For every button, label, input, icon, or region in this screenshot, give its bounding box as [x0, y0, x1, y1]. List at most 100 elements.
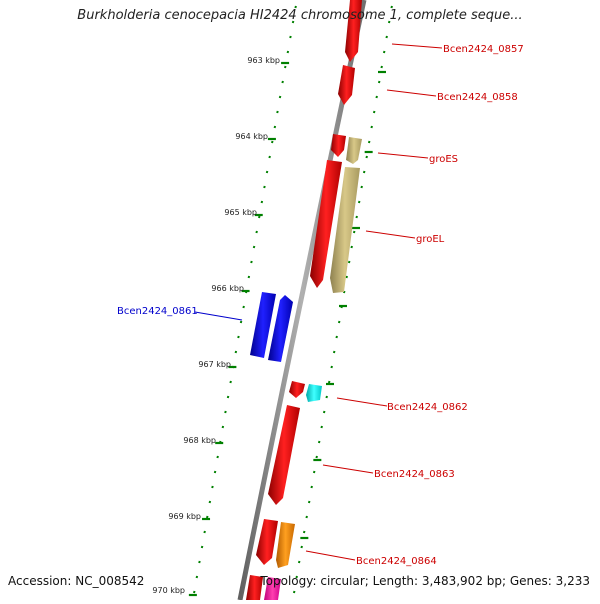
ruler-dot: [362, 170, 366, 174]
leader-bcen2424-0864: [305, 550, 356, 561]
tick-label: 966 kbp: [211, 284, 244, 293]
ruler-dot: [211, 485, 214, 489]
ruler-dot: [291, 20, 295, 24]
ruler-dot: [357, 200, 361, 204]
gene-arrow-red-groel-pair[interactable]: [310, 160, 342, 288]
ruler-dot: [317, 440, 321, 444]
accession-text: Accession: NC_008542: [8, 574, 145, 588]
ruler-dot: [268, 155, 271, 159]
ruler-dot: [320, 425, 323, 429]
ruler-dot: [242, 305, 245, 309]
gene-label[interactable]: Bcen2424_0864: [356, 556, 437, 567]
gene-arrow-red-bottom[interactable]: [246, 575, 263, 600]
gene-arrow-bcen2424-0858[interactable]: [338, 65, 355, 105]
ruler-dot: [224, 410, 227, 414]
ruler-dot: [234, 350, 238, 354]
leader-groes: [377, 152, 429, 159]
ruler-dot: [208, 500, 212, 504]
map-title: Burkholderia cenocepacia HI2424 chromoso…: [77, 8, 523, 23]
gene-arrow-bcen2424-0857[interactable]: [345, 0, 362, 62]
ruler-ticks: [188, 61, 386, 597]
gene-arrow-bcen2424-0862[interactable]: [306, 384, 322, 402]
gene-label[interactable]: Bcen2424_0861: [117, 306, 198, 317]
ruler-dot: [295, 575, 298, 579]
ruler-dot: [216, 455, 219, 459]
ruler-dot: [312, 470, 316, 474]
gene-label[interactable]: Bcen2424_0862: [387, 402, 468, 413]
tick-label: 963 kbp: [247, 56, 280, 65]
ruler-dot: [367, 140, 371, 144]
ruler-dot: [300, 545, 303, 549]
tick-label: 968 kbp: [183, 436, 216, 445]
gene-label[interactable]: Bcen2424_0863: [374, 469, 455, 480]
ruler-dot: [330, 365, 333, 369]
ruler-dot: [278, 95, 282, 99]
gene-arrow-groel[interactable]: [330, 167, 360, 293]
tick-label: 967 kbp: [198, 360, 231, 369]
ruler-dot: [258, 215, 261, 219]
ruler-dot: [281, 80, 284, 84]
leader-bcen2424-0858: [386, 89, 437, 97]
ruler-dot: [226, 395, 230, 399]
ruler-dot: [345, 275, 348, 279]
ruler-dot: [322, 410, 326, 414]
gene-label[interactable]: groEL: [416, 234, 445, 245]
leader-bcen2424-0857: [391, 43, 443, 49]
gene-arrow-pink-bottom[interactable]: [264, 577, 281, 600]
ruler-dot: [276, 110, 279, 114]
ruler-dot: [206, 515, 209, 519]
gene-arrow-bcen2424-0861-b[interactable]: [268, 295, 293, 362]
ruler-dot: [370, 125, 373, 129]
gene-arrow-groes[interactable]: [346, 137, 362, 164]
leader-bcen2424-0863: [322, 464, 374, 474]
ruler-dot: [385, 35, 388, 39]
gene-arrow-bcen2424-0857-partial[interactable]: [331, 134, 346, 157]
ruler-dot: [347, 260, 351, 264]
gene-label[interactable]: Bcen2424_0858: [437, 92, 518, 103]
ruler-dot: [337, 320, 341, 324]
ruler-dot: [273, 125, 277, 129]
ruler-dot: [390, 5, 393, 9]
ruler-dot: [213, 470, 217, 474]
genome-info-text: Topology: circular; Length: 3,483,902 bp…: [260, 574, 590, 588]
leader-bcen2424-0862: [336, 397, 388, 407]
ruler-track: [193, 5, 393, 594]
ruler-dot: [200, 545, 204, 549]
ruler-dot: [335, 335, 338, 339]
ruler-dot: [284, 65, 287, 69]
gene-label[interactable]: groES: [429, 154, 458, 165]
ruler-dot: [350, 245, 353, 249]
leader-bcen2424-0861: [194, 311, 243, 321]
ruler-dot: [221, 425, 225, 429]
ruler-dot: [292, 590, 296, 594]
tick-labels: 963 kbp 964 kbp 965 kbp 966 kbp 967 kbp …: [152, 56, 280, 595]
leader-groel: [365, 230, 416, 239]
ruler-dot: [382, 50, 386, 54]
gene-arrow-bcen2424-0863[interactable]: [268, 405, 300, 505]
ruler-dot: [260, 200, 264, 204]
ruler-dot: [365, 155, 368, 159]
gene-arrow-bcen2424-0861-a[interactable]: [250, 292, 276, 358]
ruler-dot: [229, 380, 232, 384]
ruler-dot: [375, 95, 378, 99]
ruler-dot: [193, 590, 196, 594]
gene-arrow-red-0862[interactable]: [289, 381, 305, 398]
gene-arrow-bcen2424-0864[interactable]: [276, 522, 295, 568]
ruler-dot: [342, 290, 346, 294]
tick-label: 965 kbp: [224, 208, 257, 217]
ruler-dot: [198, 560, 201, 564]
gene-labels: Bcen2424_0857 Bcen2424_0858 groES groEL …: [117, 44, 524, 567]
ruler-dot: [294, 5, 297, 9]
ruler-dot: [387, 20, 391, 24]
ruler-dot: [302, 530, 306, 534]
ruler-dot: [310, 485, 313, 489]
tick-label: 970 kbp: [152, 586, 185, 595]
ruler-dot: [255, 230, 258, 234]
gene-label[interactable]: Bcen2424_0857: [443, 44, 524, 55]
gene-arrow-red-0864[interactable]: [256, 519, 278, 565]
ruler-dot: [327, 380, 331, 384]
ruler-dot: [289, 35, 292, 39]
ruler-dot: [265, 170, 269, 174]
